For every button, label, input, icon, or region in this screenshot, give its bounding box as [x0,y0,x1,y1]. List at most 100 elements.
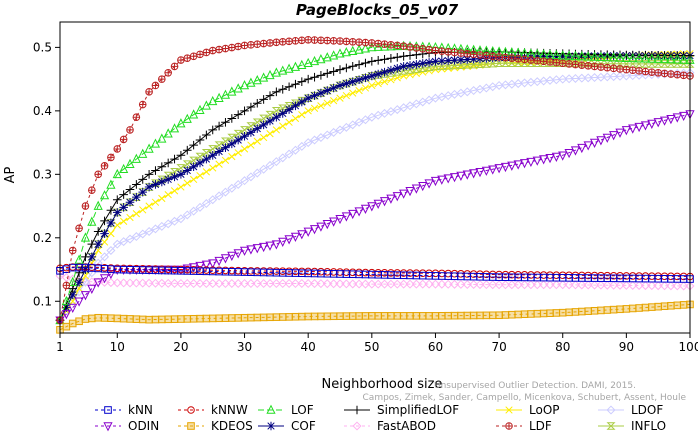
data-point [552,58,561,67]
data-point [418,45,427,53]
data-point [424,58,434,67]
data-point [348,45,358,55]
data-point [252,168,262,178]
data-point [278,38,287,46]
data-point [602,51,612,62]
data-point [94,313,102,322]
data-point [201,260,211,270]
data-point [463,50,472,58]
data-point [463,311,472,320]
data-point [100,216,109,226]
data-point [450,279,460,289]
data-point [202,168,211,176]
data-point [648,68,656,76]
data-point [666,54,676,64]
data-point [648,303,656,311]
data-point [590,73,600,83]
data-point [558,50,568,60]
data-point [323,36,332,45]
data-point [278,84,288,94]
legend-marker [187,406,195,414]
data-point [597,63,605,71]
data-point [387,312,395,320]
data-point [672,60,682,68]
data-point [545,59,555,68]
data-point [431,46,440,55]
data-point [87,252,97,262]
legend-item-simplifiedlof: SimplifiedLOF [344,403,459,417]
data-point [125,185,135,194]
data-point [578,61,586,69]
data-point [564,148,574,159]
data-point [462,170,472,180]
data-point [361,73,370,83]
data-point [164,190,172,199]
data-point [335,48,345,58]
data-point [551,280,561,290]
data-point [513,59,523,68]
data-point [177,315,185,323]
data-point [399,51,408,61]
data-point [310,36,319,44]
data-point [603,63,612,72]
data-point [75,317,83,326]
axes: 1 10 20 30 40 50 60 70 80 90 100 0.1 0.2 0.3 0.4 0.5 [33,40,698,354]
y-tick-label: 0.4 [33,104,52,118]
data-point [526,157,536,168]
data-point [443,56,453,65]
data-point [310,135,320,145]
data-point [87,216,97,226]
data-point [361,38,370,47]
data-point [659,53,670,64]
data-point [176,278,186,289]
data-point [221,44,230,53]
data-point [399,312,408,320]
data-point [131,232,141,242]
data-point [240,176,250,186]
data-point [336,94,344,102]
data-point [310,104,319,112]
data-point [590,62,599,71]
data-point [437,62,447,70]
data-point [558,280,568,290]
data-point [539,57,548,66]
data-point [602,72,612,82]
data-point [322,130,332,140]
data-point [271,278,281,289]
data-point [500,59,510,68]
data-point [278,104,288,113]
data-point [507,59,517,68]
data-point [284,82,294,92]
legend-marker [266,421,276,431]
data-point [406,43,414,51]
data-point [259,164,269,174]
data-point [584,307,592,315]
data-point [615,71,625,81]
data-point [259,72,269,82]
data-point [126,126,134,134]
data-point [425,45,433,54]
data-point [622,305,631,313]
data-point [234,314,242,322]
legend-item-lof: LOF [258,403,314,417]
data-point [265,116,275,126]
data-point [519,159,530,169]
data-point [380,55,389,64]
x-tick-label: 60 [428,340,443,354]
data-point [431,312,440,320]
data-point [679,301,688,309]
data-point [131,278,141,288]
data-point [666,60,676,68]
data-point [660,69,669,78]
data-point [259,278,269,289]
data-point [259,120,268,130]
data-point [616,305,624,314]
legend-item-odin: ODIN [95,419,159,433]
data-point [507,161,517,171]
data-point [615,280,625,290]
data-point [279,122,287,130]
legend-item-ldf: LDF [496,419,552,433]
data-point [266,313,274,322]
data-point [297,230,307,240]
data-point [246,77,256,87]
